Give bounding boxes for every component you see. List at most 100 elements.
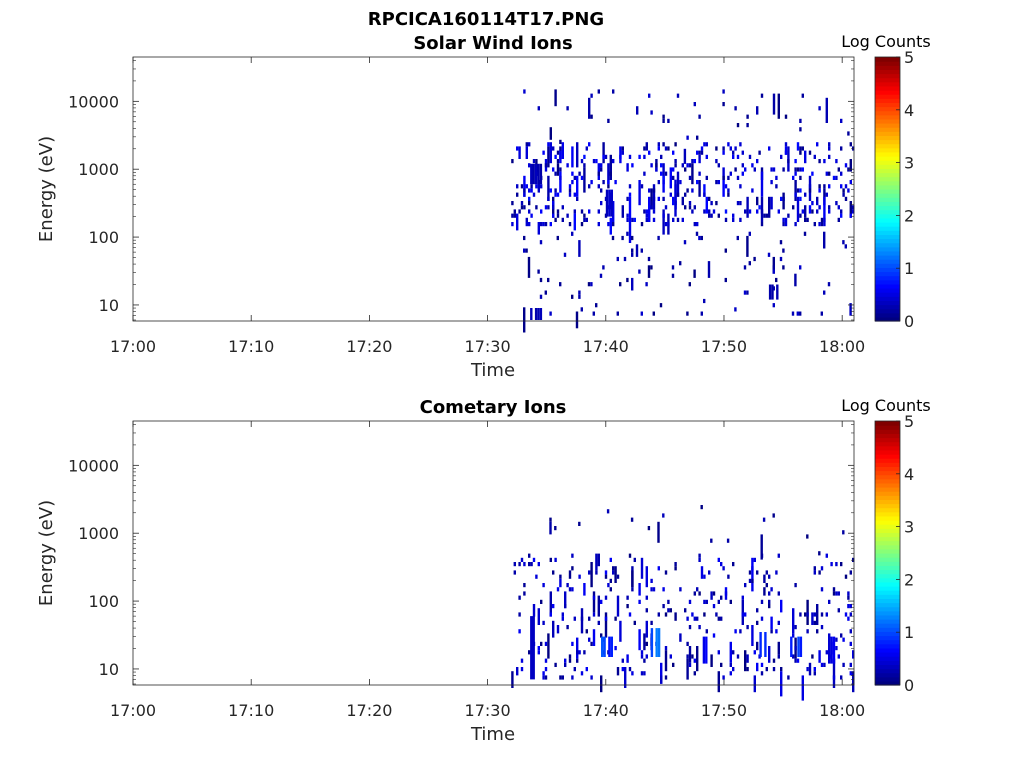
x-tick-label: 17:00 [110, 701, 156, 720]
heatmap-cell [614, 566, 617, 583]
colorbar-step [875, 544, 900, 550]
heatmap-cell [811, 171, 814, 176]
heatmap-cell [667, 608, 670, 613]
heatmap-cell [530, 562, 533, 567]
heatmap-cell [743, 265, 747, 270]
heatmap-cell [828, 599, 831, 604]
heatmap-cell [602, 154, 605, 159]
heatmap-cell [607, 118, 610, 123]
heatmap-cell [583, 650, 586, 655]
colorbar-step [875, 429, 900, 434]
heatmap-cell [537, 646, 540, 651]
heatmap-cell [561, 217, 564, 222]
heatmap-cell [720, 662, 723, 667]
heatmap-cell [756, 159, 759, 164]
heatmap-cell [724, 277, 727, 283]
heatmap-cell [698, 150, 701, 155]
colorbar-step [875, 569, 900, 575]
heatmap-cell [585, 629, 588, 634]
colorbar-step [875, 65, 900, 70]
heatmap-cell [840, 146, 843, 151]
heatmap-cell [852, 557, 855, 562]
heatmap-cell [780, 196, 783, 201]
colorbar-step [875, 156, 900, 161]
heatmap-cell [638, 583, 641, 596]
heatmap-cell [696, 616, 699, 621]
heatmap-cell [816, 142, 819, 147]
heatmap-cell [542, 675, 545, 680]
heatmap-cell [559, 282, 562, 287]
x-tick-label: 17:50 [701, 701, 747, 720]
heatmap-cell [758, 205, 761, 210]
heatmap-cell [693, 616, 696, 621]
heatmap-cell [652, 184, 656, 210]
colorbar-step [875, 217, 900, 223]
heatmap-cell [671, 265, 675, 270]
heatmap-cell [597, 171, 600, 176]
heatmap-cell [823, 662, 826, 667]
heatmap-cell [686, 641, 689, 646]
heatmap-cell [518, 612, 521, 617]
heatmap-cell [727, 142, 730, 147]
heatmap-cell [688, 282, 691, 287]
heatmap-cell [782, 248, 785, 253]
heatmap-cell [820, 625, 824, 630]
heatmap-cell [556, 192, 560, 197]
heatmap-cell [698, 154, 701, 159]
heatmap-cell [609, 171, 612, 176]
heatmap-cell [756, 662, 759, 672]
heatmap-cell [616, 311, 619, 316]
heatmap-cell [746, 667, 749, 672]
heatmap-cell [523, 583, 526, 588]
heatmap-cell [710, 538, 713, 543]
heatmap-cell [513, 209, 516, 214]
heatmap-cell [849, 662, 852, 667]
heatmap-cell [832, 587, 836, 592]
heatmap-cell [736, 201, 740, 206]
heatmap-cell [600, 163, 603, 168]
heatmap-cell [693, 591, 696, 596]
heatmap-cell [722, 146, 725, 151]
heatmap-cell [837, 654, 840, 659]
heatmap-cell [684, 608, 687, 613]
colorbar-step [875, 528, 900, 533]
heatmap-cell [820, 587, 824, 592]
heatmap-cell [523, 192, 526, 197]
heatmap-cell [724, 184, 728, 189]
heatmap-cell [604, 574, 608, 579]
heatmap-cell [796, 196, 800, 222]
heatmap-cell [602, 180, 605, 185]
heatmap-cell [799, 213, 802, 218]
heatmap-cell [628, 196, 632, 222]
colorbar-step [875, 139, 900, 145]
heatmap-cell [813, 612, 816, 617]
heatmap-cell [794, 167, 797, 172]
heatmap-cell [811, 612, 814, 625]
heatmap-cell [818, 650, 821, 663]
heatmap-cell [840, 209, 843, 214]
heatmap-cell [756, 641, 759, 651]
heatmap-cell [645, 654, 648, 659]
heatmap-cell [825, 192, 828, 197]
heatmap-cell [720, 595, 723, 600]
colorbar-step [875, 316, 900, 322]
colorbar-tick-label: 3 [904, 154, 914, 173]
heatmap-cell [775, 175, 778, 180]
heatmap-cell [758, 150, 761, 155]
colorbar-step [875, 201, 900, 207]
heatmap-cell [592, 311, 595, 316]
heatmap-cell [549, 188, 552, 193]
heatmap-cell [693, 102, 696, 107]
colorbar-step [875, 627, 900, 632]
heatmap-cell [707, 261, 711, 278]
heatmap-cell [633, 557, 636, 562]
heatmap-cell [621, 146, 624, 151]
heatmap-cell [640, 222, 644, 227]
colorbar-step [875, 503, 900, 509]
heatmap-cell [818, 159, 821, 164]
heatmap-cell [580, 307, 583, 312]
heatmap-cell [525, 248, 528, 253]
heatmap-cell [772, 167, 776, 172]
heatmap-cell [696, 135, 699, 140]
heatmap-cell [775, 184, 778, 189]
